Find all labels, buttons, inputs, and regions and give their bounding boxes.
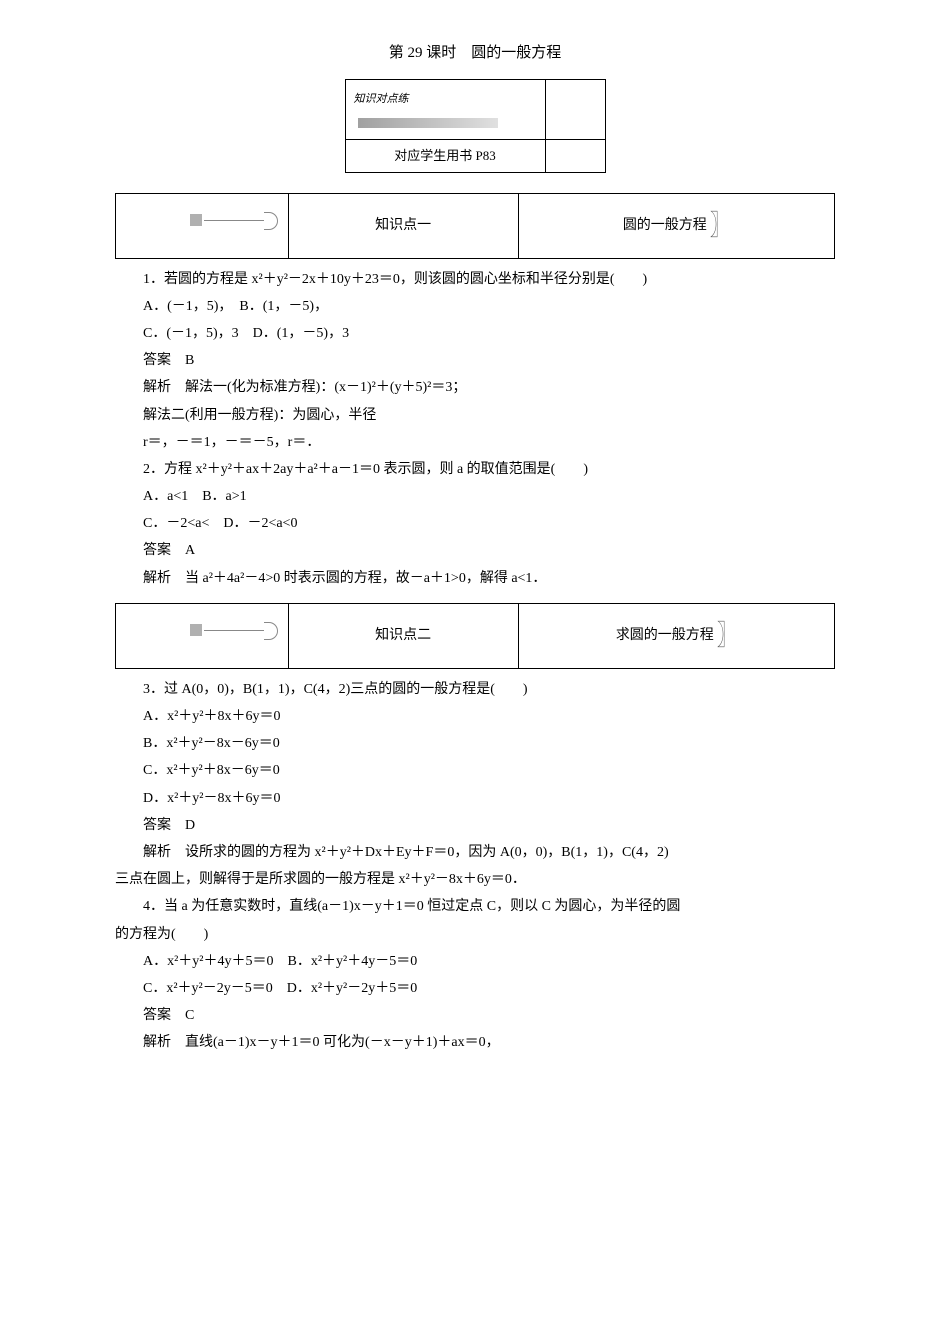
kp1-topic: 圆的一般方程 [623, 218, 707, 233]
q3-optC: C．x²＋y²＋8x－6y＝0 [143, 758, 835, 783]
kp2-topic-cell: 求圆的一般方程〗 [518, 603, 834, 668]
q3-optA: A．x²＋y²＋8x＋6y＝0 [143, 704, 835, 729]
q4-optC: C．x²＋y²－2y－5＝0 D．x²＋y²－2y＋5＝0 [143, 976, 835, 1001]
header-label-cell: 知识对点练 [345, 80, 545, 140]
q1-answer: 答案 B [143, 348, 835, 373]
tab-shape-icon-2 [190, 620, 280, 642]
q3-optD: D．x²＋y²－8x＋6y＝0 [143, 786, 835, 811]
q2-answer: 答案 A [143, 538, 835, 563]
kp2-tab-cell [116, 603, 289, 668]
q4-answer: 答案 C [143, 1003, 835, 1028]
tab-shape-icon [190, 210, 280, 232]
q1-exp1: 解析 解法一(化为标准方程)：(x－1)²＋(y＋5)²＝3； [143, 375, 835, 400]
q3-exp1: 解析 设所求的圆的方程为 x²＋y²＋Dx＋Ey＋F＝0，因为 A(0，0)，B… [115, 840, 835, 865]
lesson-title: 第 29 课时 圆的一般方程 [115, 40, 835, 67]
q3-exp2: 三点在圆上，则解得于是所求圆的一般方程是 x²＋y²－8x＋6y＝0． [115, 867, 835, 892]
q4-exp: 解析 直线(a－1)x－y＋1＝0 可化为(－x－y＋1)＋ax＝0， [143, 1030, 835, 1055]
bracket-icon: 〗 [710, 200, 730, 250]
kp1-tab-cell [116, 193, 289, 258]
q4-stem2: 的方程为( ) [115, 922, 835, 947]
kp2-topic: 求圆的一般方程 [616, 628, 714, 643]
q1-stem: 1．若圆的方程是 x²＋y²－2x＋10y＋23＝0，则该圆的圆心坐标和半径分别… [143, 267, 835, 292]
gray-bar [358, 118, 498, 128]
header-empty-1 [545, 80, 605, 140]
q1-exp2: 解法二(利用一般方程)：为圆心，半径 [143, 403, 835, 428]
q1-optC: C．(－1，5)，3 D．(1，－5)，3 [143, 321, 835, 346]
bracket-icon-2: 〗 [717, 611, 737, 661]
q4-stem: 4．当 a 为任意实数时，直线(a－1)x－y＋1＝0 恒过定点 C，则以 C … [115, 894, 835, 919]
q4-optA: A．x²＋y²＋4y＋5＝0 B．x²＋y²＋4y－5＝0 [143, 949, 835, 974]
knowledge-point-2-table: 知识点二 求圆的一般方程〗 [115, 603, 835, 669]
q3-stem: 3．过 A(0，0)，B(1，1)，C(4，2)三点的圆的一般方程是( ) [143, 677, 835, 702]
header-small-label: 知识对点练 [354, 93, 409, 105]
header-empty-2 [545, 140, 605, 172]
header-table: 知识对点练 对应学生用书 P83 [345, 79, 606, 173]
q3-answer: 答案 D [143, 813, 835, 838]
q2-optC: C．－2<a< D．－2<a<0 [143, 511, 835, 536]
q2-optA: A．a<1 B．a>1 [143, 484, 835, 509]
q1-optA: A．(－1，5)， B．(1，－5)， [143, 294, 835, 319]
knowledge-point-1-table: 知识点一 圆的一般方程〗 [115, 193, 835, 259]
kp2-label: 知识点二 [288, 603, 518, 668]
q1-exp3: r＝，－＝1，－＝－5，r＝． [143, 430, 835, 455]
q3-optB: B．x²＋y²－8x－6y＝0 [143, 731, 835, 756]
kp1-topic-cell: 圆的一般方程〗 [518, 193, 834, 258]
student-book-cell: 对应学生用书 P83 [345, 140, 545, 172]
q2-stem: 2．方程 x²＋y²＋ax＋2ay＋a²＋a－1＝0 表示圆，则 a 的取值范围… [143, 457, 835, 482]
q2-exp: 解析 当 a²＋4a²－4>0 时表示圆的方程，故－a＋1>0，解得 a<1． [143, 566, 835, 591]
kp1-label: 知识点一 [288, 193, 518, 258]
